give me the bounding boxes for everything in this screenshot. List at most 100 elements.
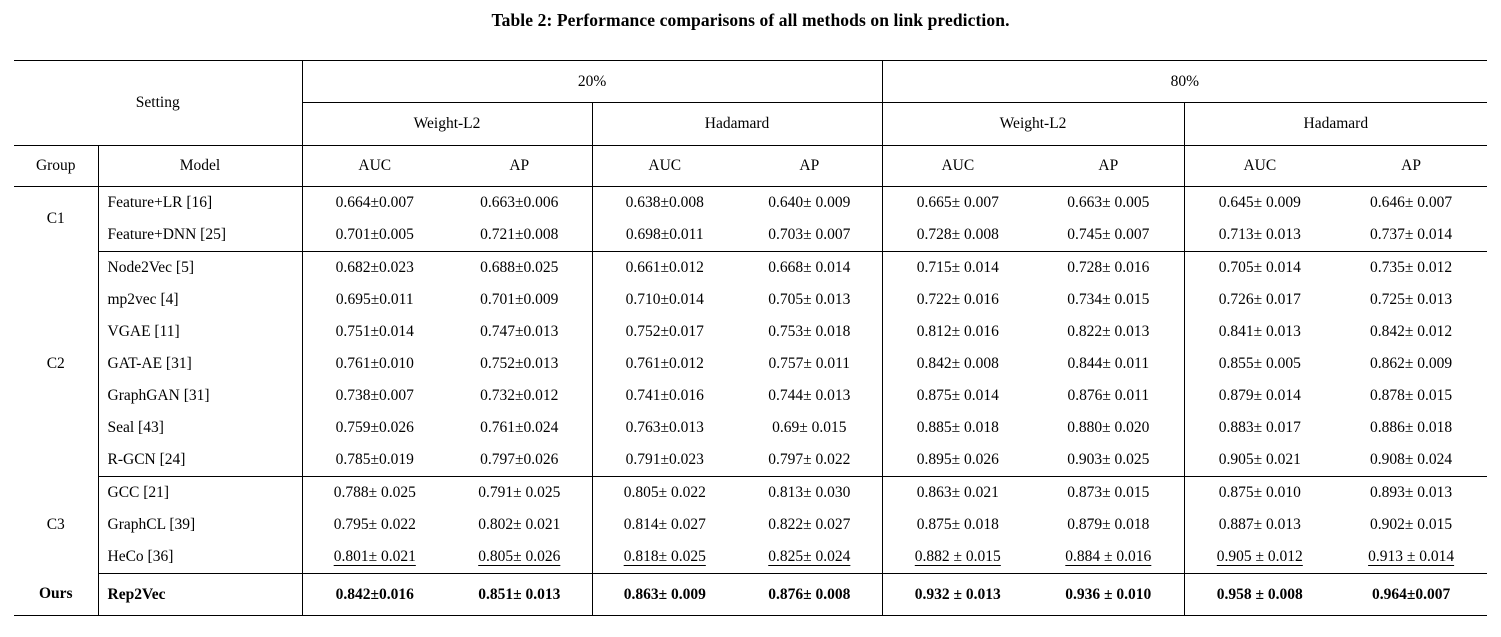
metric-value: 0.663± 0.005 (1067, 194, 1150, 211)
metric-value: 0.668± 0.014 (768, 259, 851, 276)
metric-value: 0.703± 0.007 (737, 219, 883, 252)
metric-value: 0.745± 0.007 (1033, 219, 1185, 252)
ap-col-header: AP (737, 145, 883, 187)
table-row: VGAE [11] 0.751±0.014 0.747±0.013 0.752±0.0… (14, 316, 1487, 348)
model-name: Feature+DNN [25] (97, 219, 303, 252)
metric-value: 0.738±0.007 (301, 380, 448, 412)
metric-value: 0.825± 0.024 (737, 541, 883, 574)
auc-col-header: AUC (881, 145, 1034, 187)
group-label: Ours (14, 573, 98, 616)
table-row: Seal [43] 0.759±0.026 0.761±0.024 0.763±0.0… (14, 412, 1487, 444)
metric-value: 0.902± 0.015 (1370, 516, 1453, 533)
metric-value: 0.812± 0.016 (881, 316, 1034, 348)
metric-value: 0.698±0.011 (591, 219, 738, 252)
metric-value: 0.734± 0.015 (1067, 291, 1150, 308)
metric-value: 0.725± 0.013 (1370, 291, 1453, 308)
metric-value: 0.908± 0.024 (1335, 444, 1488, 477)
metric-value: 0.805± 0.022 (591, 476, 738, 509)
metric-value: 0.785±0.019 (301, 444, 448, 477)
table-row: C2 Node2Vec [5] 0.682±0.023 0.688±0.025 0.66… (14, 251, 1487, 372)
split-20-header: 20% (301, 60, 883, 103)
metric-value: 0.964±0.007 (1335, 573, 1488, 616)
metric-value: 0.761±0.024 (480, 419, 559, 436)
group-label: C2 (46, 355, 65, 372)
table-row: Ours Rep2Vec 0.842±0.016 0.851± 0.013 0.863±… (14, 573, 1488, 616)
metric-value: 0.713± 0.013 (1183, 219, 1336, 252)
metric-value: 0.879± 0.014 (1183, 380, 1336, 412)
metric-value: 0.744± 0.013 (768, 387, 851, 404)
metric-value: 0.701±0.009 (480, 291, 559, 308)
metric-value: 0.863± 0.021 (881, 476, 1034, 509)
metric-value: 0.936 ± 0.010 (1033, 573, 1185, 616)
metric-value: 0.722± 0.016 (881, 284, 1034, 316)
metric-value: 0.958 ± 0.008 (1183, 573, 1336, 616)
metric-value: 0.905 ± 0.012 (1183, 541, 1336, 574)
metric-value: 0.802± 0.021 (478, 516, 561, 533)
metric-value: 0.913 ± 0.014 (1335, 541, 1488, 574)
metric-value: 0.814± 0.027 (591, 509, 738, 541)
performance-table: Setting 20% 80% Weight-L2 Hadamard Weigh… (14, 60, 1488, 616)
metric-value: 0.791±0.023 (591, 444, 738, 477)
table-row: GraphCL [39] 0.795± 0.022 0.802± 0.021 0.81… (14, 509, 1487, 541)
metric-value: 0.822± 0.027 (768, 516, 851, 533)
metric-value: 0.751±0.014 (301, 316, 448, 348)
metric-value: 0.842± 0.008 (881, 348, 1034, 380)
metric-value: 0.763±0.013 (591, 412, 738, 444)
ap-col-header: AP (1033, 145, 1185, 187)
weight-l2-header-80: Weight-L2 (881, 102, 1185, 146)
metric-value: 0.878± 0.015 (1370, 387, 1453, 404)
model-name: VGAE [11] (97, 316, 303, 348)
metric-value: 0.880± 0.020 (1067, 419, 1150, 436)
metric-value: 0.875± 0.018 (881, 509, 1034, 541)
metric-value: 0.873± 0.015 (1067, 484, 1150, 501)
metric-value: 0.69± 0.015 (772, 419, 847, 436)
metric-value: 0.640± 0.009 (768, 194, 851, 211)
metric-value: 0.715± 0.014 (881, 251, 1034, 284)
metric-value: 0.842± 0.012 (1370, 323, 1453, 340)
model-col-header: Model (97, 145, 303, 187)
metric-value: 0.797± 0.022 (737, 444, 883, 477)
metric-value: 0.883± 0.017 (1183, 412, 1336, 444)
metric-value: 0.886± 0.018 (1370, 419, 1453, 436)
metric-value: 0.688±0.025 (480, 259, 559, 276)
group-label: C1 (46, 210, 65, 228)
metric-value: 0.705± 0.014 (1183, 251, 1336, 284)
group-col-header: Group (14, 145, 98, 187)
metric-value: 0.903± 0.025 (1033, 444, 1185, 477)
model-name: R-GCN [24] (97, 444, 303, 477)
metric-value: 0.875± 0.010 (1183, 476, 1336, 509)
metric-value: 0.735± 0.012 (1370, 259, 1453, 276)
metric-value: 0.844± 0.011 (1067, 355, 1150, 372)
metric-value: 0.737± 0.014 (1335, 219, 1488, 252)
table-row: HeCo [36] 0.801± 0.021 0.805± 0.026 0.818± … (14, 541, 1488, 574)
model-name: GCC [21] (97, 476, 303, 509)
metric-value: 0.875± 0.014 (881, 380, 1034, 412)
metric-value: 0.710±0.014 (591, 284, 738, 316)
group-label: C3 (46, 516, 65, 533)
model-name: GraphCL [39] (97, 509, 303, 541)
metric-value: 0.701±0.005 (301, 219, 448, 252)
metric-value: 0.841± 0.013 (1183, 316, 1336, 348)
ap-col-header: AP (447, 145, 593, 187)
metric-value: 0.728± 0.016 (1067, 259, 1150, 276)
metric-value: 0.732±0.012 (480, 387, 559, 404)
setting-header: Setting (14, 60, 303, 146)
table-row: GAT-AE [31] 0.761±0.010 0.752±0.013 0.761±0… (14, 348, 1487, 380)
metric-value: 0.664±0.007 (301, 186, 448, 219)
metric-value: 0.663±0.006 (480, 194, 559, 211)
metric-value: 0.726± 0.017 (1183, 284, 1336, 316)
model-name: Rep2Vec (97, 573, 303, 616)
table-row: GraphGAN [31] 0.738±0.007 0.732±0.012 0.741… (14, 380, 1487, 412)
metric-value: 0.695±0.011 (301, 284, 448, 316)
metric-value: 0.753± 0.018 (768, 323, 851, 340)
metric-value: 0.797±0.026 (447, 444, 593, 477)
table-row: R-GCN [24] 0.785±0.019 0.797±0.026 0.791±0.… (14, 444, 1488, 477)
table-body: C1 Feature+LR [16] 0.664±0.007 0.663±0.006 0… (14, 186, 1488, 616)
split-80-header: 80% (881, 60, 1488, 103)
metric-value: 0.665± 0.007 (881, 186, 1034, 219)
metric-value: 0.645± 0.009 (1183, 186, 1336, 219)
metric-value: 0.905± 0.021 (1183, 444, 1336, 477)
hadamard-header-80: Hadamard (1183, 102, 1488, 146)
metric-value: 0.752±0.013 (480, 355, 559, 372)
